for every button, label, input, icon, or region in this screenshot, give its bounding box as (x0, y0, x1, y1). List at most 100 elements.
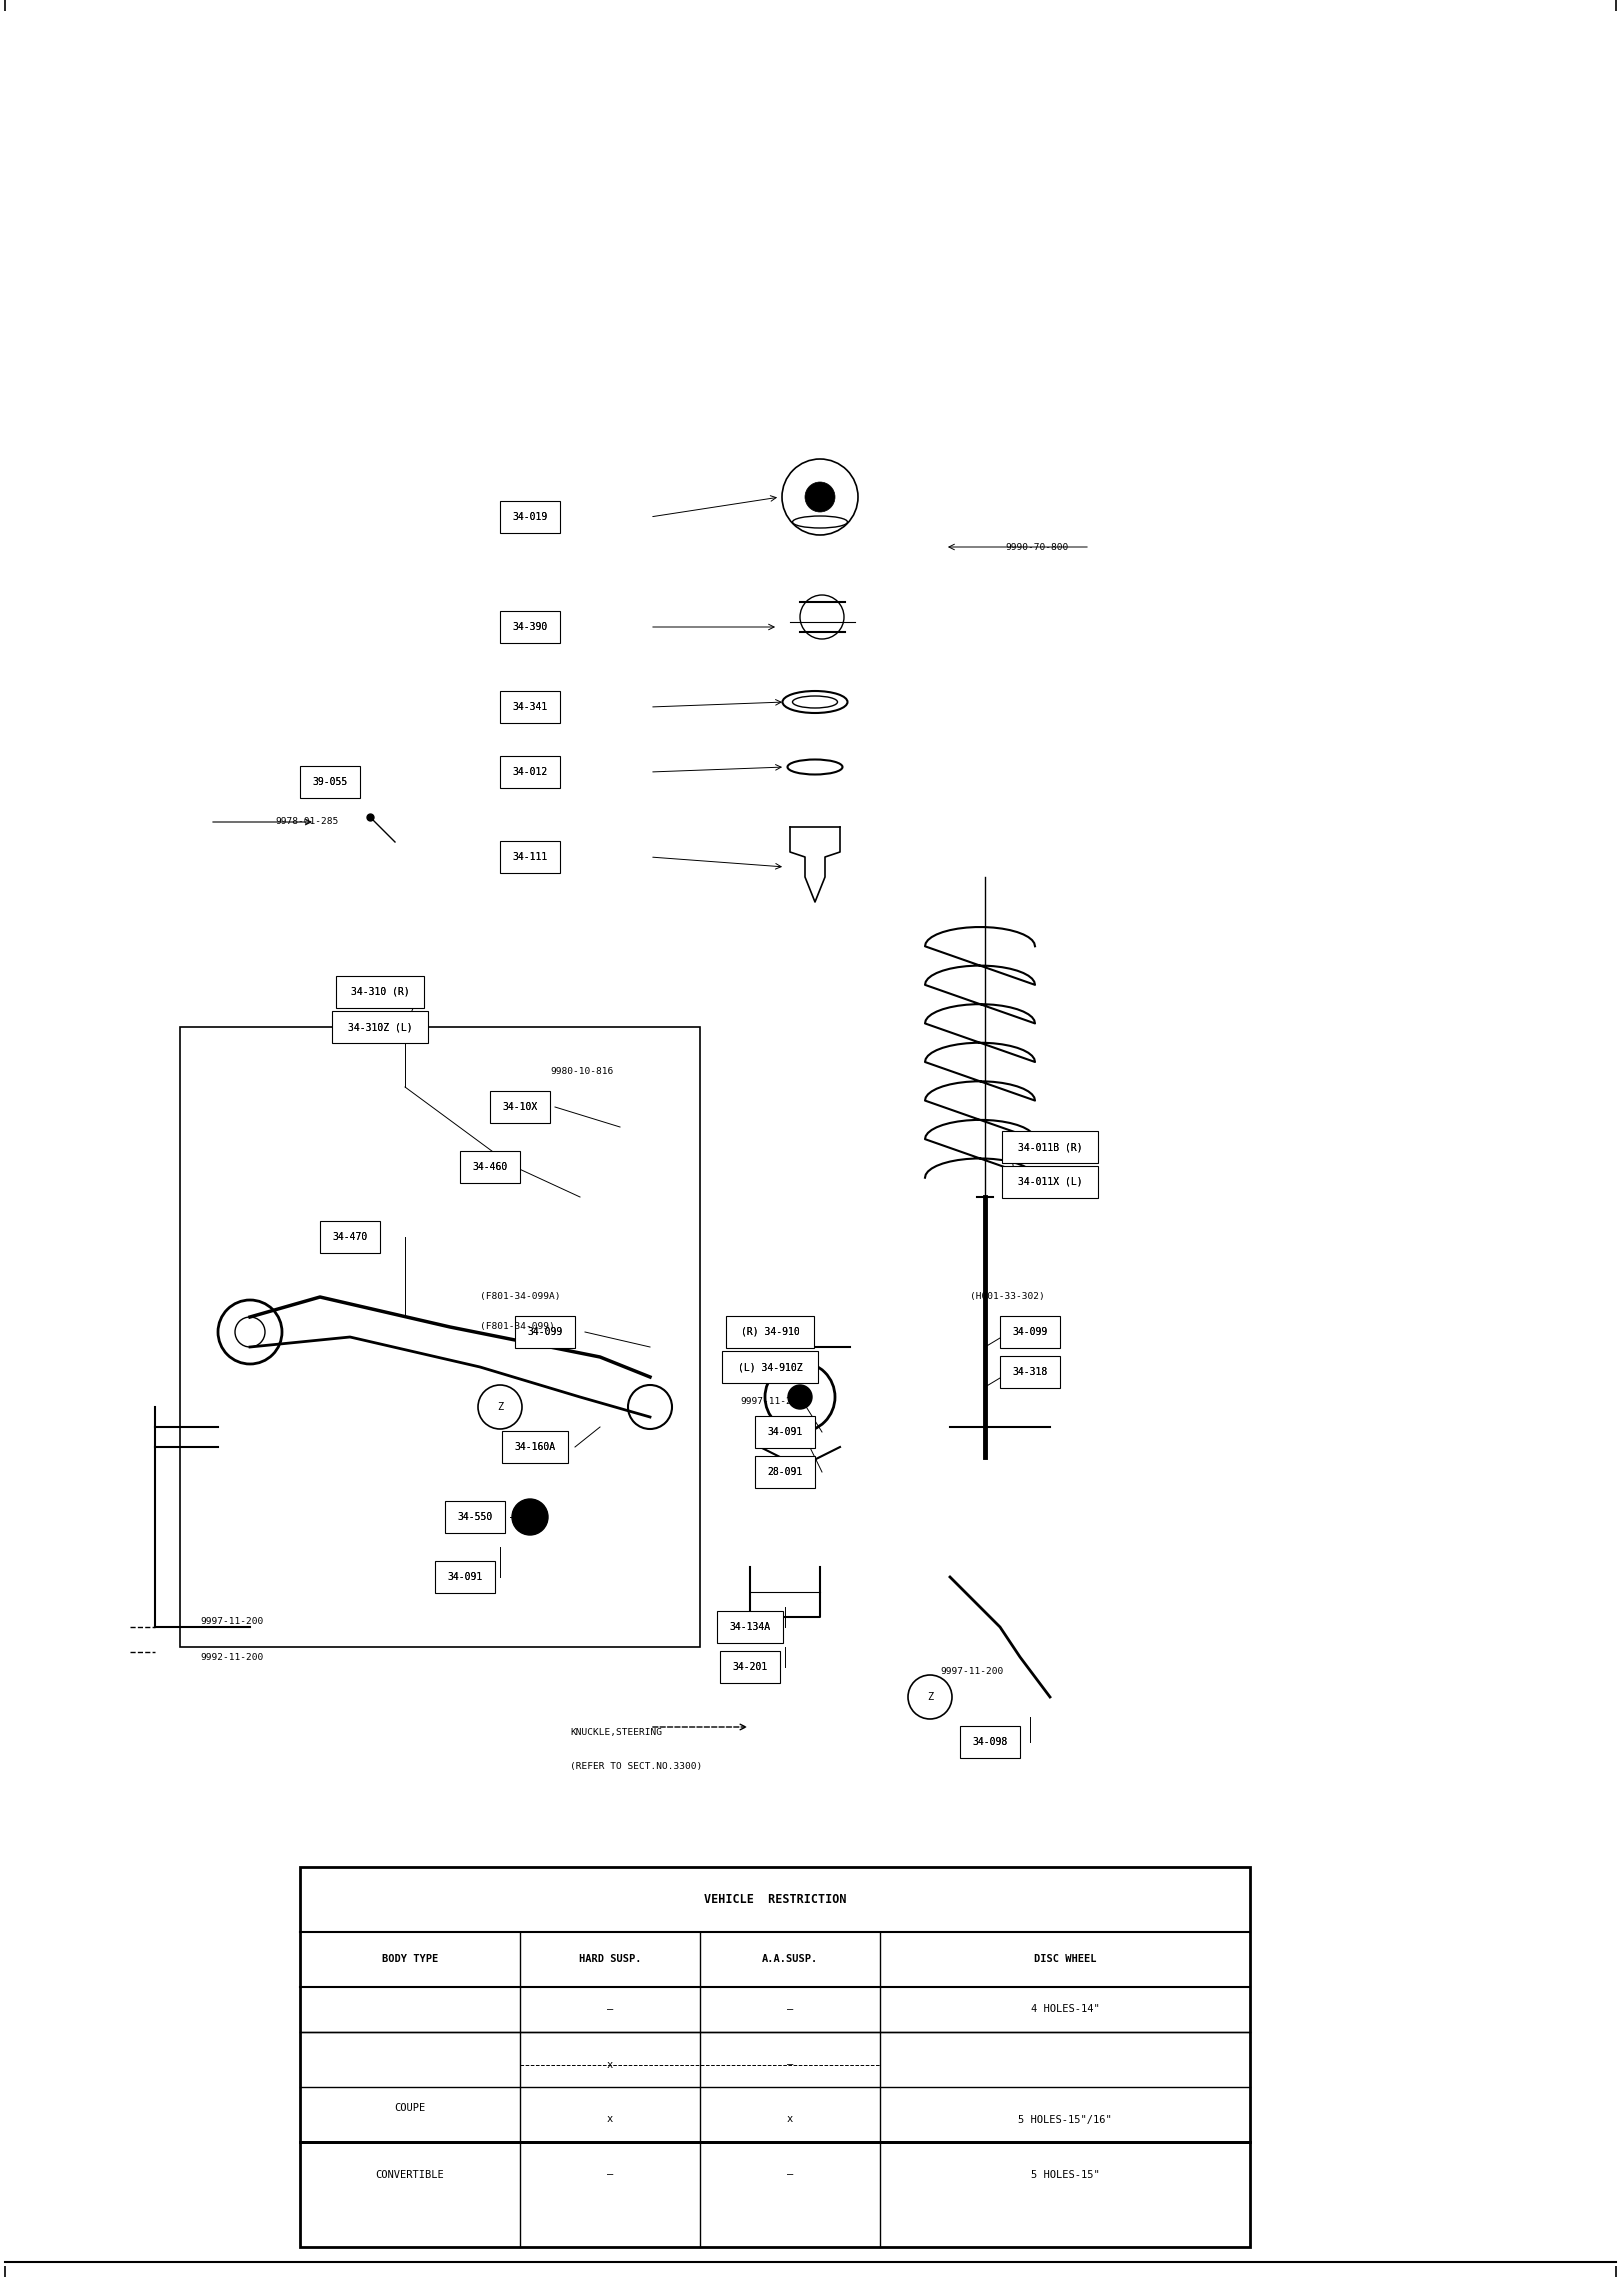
Circle shape (512, 1498, 548, 1535)
Text: 34-099: 34-099 (527, 1327, 562, 1337)
Text: 34-310Z (L): 34-310Z (L) (347, 1022, 412, 1031)
FancyBboxPatch shape (446, 1501, 504, 1532)
FancyBboxPatch shape (726, 1316, 814, 1348)
Text: 34-160A: 34-160A (514, 1441, 556, 1453)
Circle shape (806, 483, 835, 512)
Text: 34-012: 34-012 (512, 767, 548, 776)
Text: 34-160A: 34-160A (514, 1441, 556, 1453)
Text: –: – (786, 2170, 793, 2179)
FancyBboxPatch shape (501, 756, 559, 788)
FancyBboxPatch shape (515, 1316, 574, 1348)
FancyBboxPatch shape (501, 840, 559, 872)
Text: 5 HOLES-15": 5 HOLES-15" (1031, 2170, 1099, 2179)
Text: 34-011X (L): 34-011X (L) (1018, 1177, 1083, 1186)
FancyBboxPatch shape (436, 1562, 494, 1594)
Text: 9997-11-200: 9997-11-200 (199, 1617, 263, 1626)
Text: Z: Z (927, 1692, 934, 1701)
Text: 34-134A: 34-134A (729, 1621, 770, 1633)
Text: –: – (786, 2004, 793, 2015)
Text: 34-310 (R): 34-310 (R) (350, 986, 410, 997)
Text: 34-099: 34-099 (1013, 1327, 1047, 1337)
Text: 34-10X: 34-10X (503, 1102, 538, 1111)
FancyBboxPatch shape (321, 1220, 379, 1252)
FancyBboxPatch shape (960, 1726, 1020, 1758)
Text: (R) 34-910: (R) 34-910 (741, 1327, 799, 1337)
Text: 34-011B (R): 34-011B (R) (1018, 1143, 1083, 1152)
Text: 34-201: 34-201 (733, 1662, 768, 1671)
Text: x: x (606, 2115, 613, 2124)
FancyBboxPatch shape (1002, 1132, 1097, 1164)
Text: 9992-11-200: 9992-11-200 (199, 1653, 263, 1662)
FancyBboxPatch shape (491, 1091, 550, 1123)
Text: 34-091: 34-091 (767, 1428, 802, 1437)
Text: 34-318: 34-318 (1013, 1366, 1047, 1378)
FancyBboxPatch shape (1000, 1357, 1060, 1387)
FancyBboxPatch shape (716, 1612, 783, 1642)
Text: (F801-34-099): (F801-34-099) (480, 1323, 554, 1332)
Text: 34-470: 34-470 (332, 1232, 368, 1241)
Text: COUPE: COUPE (394, 2104, 426, 2113)
Text: (L) 34-910Z: (L) 34-910Z (738, 1362, 802, 1373)
Text: 9990-70-800: 9990-70-800 (1005, 542, 1068, 551)
FancyBboxPatch shape (501, 501, 559, 533)
Text: 34-318: 34-318 (1013, 1366, 1047, 1378)
Text: (H001-33-302): (H001-33-302) (969, 1293, 1046, 1302)
Text: 34-019: 34-019 (512, 512, 548, 521)
Text: (R) 34-910: (R) 34-910 (741, 1327, 799, 1337)
Text: 9978-01-285: 9978-01-285 (276, 817, 339, 827)
Text: 39-055: 39-055 (313, 776, 347, 788)
Text: 34-550: 34-550 (457, 1512, 493, 1521)
Text: 39-055: 39-055 (313, 776, 347, 788)
Text: 9980-10-816: 9980-10-816 (550, 1068, 613, 1077)
Text: 4 HOLES-14": 4 HOLES-14" (1031, 2004, 1099, 2015)
FancyBboxPatch shape (336, 977, 425, 1009)
Text: 34-310 (R): 34-310 (R) (350, 986, 410, 997)
FancyBboxPatch shape (503, 1432, 569, 1462)
Text: 28-091: 28-091 (767, 1466, 802, 1478)
Text: BODY TYPE: BODY TYPE (383, 1954, 438, 1965)
Text: 34-012: 34-012 (512, 767, 548, 776)
Text: 28-091: 28-091 (767, 1466, 802, 1478)
Text: 34-111: 34-111 (512, 852, 548, 863)
Text: 34-091: 34-091 (447, 1571, 483, 1583)
Text: 9997-11-200: 9997-11-200 (940, 1667, 1003, 1676)
Text: 34-341: 34-341 (512, 701, 548, 713)
Bar (180, 1027, 700, 1646)
Text: –: – (606, 2004, 613, 2015)
Text: VEHICLE  RESTRICTION: VEHICLE RESTRICTION (704, 1892, 846, 1906)
Text: CONVERTIBLE: CONVERTIBLE (376, 2170, 444, 2179)
Text: 34-019: 34-019 (512, 512, 548, 521)
Text: 34-099: 34-099 (527, 1327, 562, 1337)
Text: 34-091: 34-091 (767, 1428, 802, 1437)
FancyBboxPatch shape (460, 1152, 520, 1182)
FancyBboxPatch shape (723, 1350, 817, 1382)
Text: 34-011X (L): 34-011X (L) (1018, 1177, 1083, 1186)
Text: KNUCKLE,STEERING: KNUCKLE,STEERING (571, 1728, 661, 1737)
Text: 34-201: 34-201 (733, 1662, 768, 1671)
Bar (101, 378, 1600, 1826)
FancyBboxPatch shape (300, 765, 360, 797)
Text: 34-470: 34-470 (332, 1232, 368, 1241)
Text: 34-111: 34-111 (512, 852, 548, 863)
Text: (F801-34-099A): (F801-34-099A) (480, 1293, 561, 1302)
Text: Z: Z (498, 1403, 503, 1412)
Text: 34-134A: 34-134A (729, 1621, 770, 1633)
Text: 34-550: 34-550 (457, 1512, 493, 1521)
Text: (L) 34-910Z: (L) 34-910Z (738, 1362, 802, 1373)
Text: x: x (786, 2115, 793, 2124)
Text: –: – (786, 2058, 793, 2070)
Text: 34-099: 34-099 (1013, 1327, 1047, 1337)
FancyBboxPatch shape (1000, 1316, 1060, 1348)
Bar (300, 1867, 1250, 2247)
FancyBboxPatch shape (755, 1457, 815, 1487)
Text: A.A.SUSP.: A.A.SUSP. (762, 1954, 819, 1965)
Text: 34-460: 34-460 (472, 1161, 507, 1173)
Text: 34-098: 34-098 (973, 1737, 1008, 1746)
FancyBboxPatch shape (332, 1011, 428, 1043)
FancyBboxPatch shape (720, 1651, 780, 1683)
Text: 34-091: 34-091 (447, 1571, 483, 1583)
Circle shape (788, 1384, 812, 1409)
Text: x: x (606, 2058, 613, 2070)
Text: 34-460: 34-460 (472, 1161, 507, 1173)
Text: (REFER TO SECT.NO.3300): (REFER TO SECT.NO.3300) (571, 1762, 702, 1772)
